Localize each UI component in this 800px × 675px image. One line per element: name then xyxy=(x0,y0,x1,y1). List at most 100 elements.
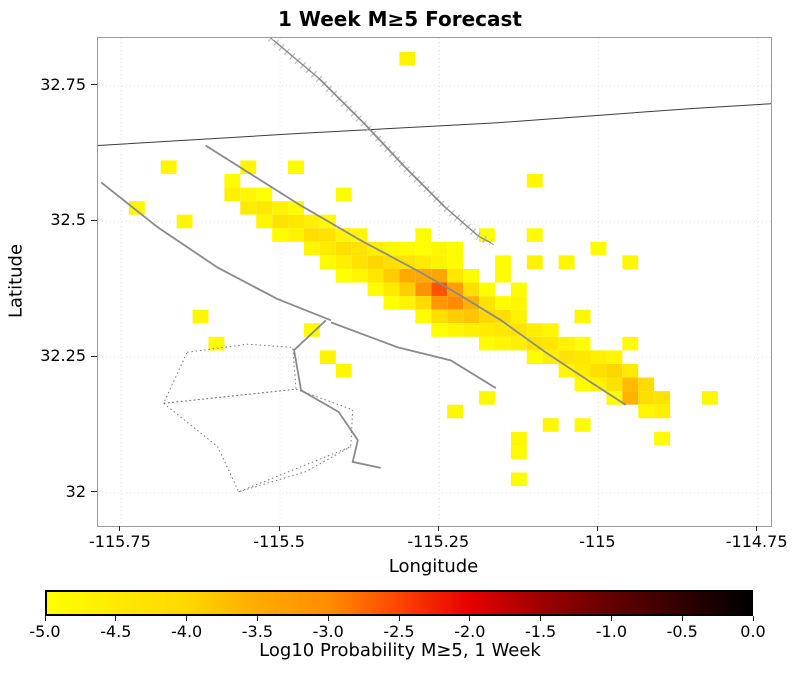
forecast-cell xyxy=(303,241,320,256)
forecast-cell xyxy=(447,296,464,310)
colorbar-tick-mark xyxy=(681,616,683,621)
forecast-cell xyxy=(399,255,416,269)
forecast-cell xyxy=(335,241,352,256)
colorbar-tick-mark xyxy=(186,616,188,621)
forecast-cell xyxy=(510,445,527,459)
forecast-cell xyxy=(256,187,273,202)
forecast-cell xyxy=(351,255,368,269)
y-tick-label: 32.5 xyxy=(50,210,86,230)
x-tick-mark xyxy=(596,526,598,531)
forecast-cell xyxy=(447,268,464,283)
forecast-cell xyxy=(399,282,416,297)
forecast-cell xyxy=(463,323,480,337)
forecast-cell xyxy=(590,363,607,378)
forecast-cell xyxy=(542,323,559,337)
y-tick-mark xyxy=(91,491,97,493)
map-plot xyxy=(97,37,772,527)
forecast-cell xyxy=(415,282,432,297)
forecast-cell xyxy=(654,404,671,419)
forecast-cell xyxy=(367,282,384,297)
x-tick-label: -115.5 xyxy=(253,532,305,551)
y-tick-mark xyxy=(91,84,97,86)
colorbar-tick-mark xyxy=(115,616,117,621)
forecast-cell xyxy=(479,228,495,242)
forecast-cell xyxy=(479,336,495,351)
forecast-cell xyxy=(192,309,209,324)
forecast-cell xyxy=(319,228,336,242)
forecast-cell xyxy=(526,228,543,242)
forecast-cell xyxy=(558,336,575,351)
forecast-cell xyxy=(224,173,241,188)
forecast-cell xyxy=(383,282,400,297)
forecast-cell xyxy=(399,296,416,310)
forecast-cell xyxy=(526,323,543,337)
colorbar-label: Log10 Probability M≥5, 1 Week xyxy=(259,640,541,661)
page-title: 1 Week M≥5 Forecast xyxy=(278,7,522,31)
forecast-cell xyxy=(494,255,511,269)
forecast-cell xyxy=(351,241,368,256)
forecast-cell xyxy=(447,241,464,256)
forecast-cell xyxy=(303,323,320,337)
forecast-cell xyxy=(590,377,607,392)
forecast-cell xyxy=(431,296,448,310)
forecast-cell xyxy=(256,214,273,229)
y-axis-label: Latitude xyxy=(5,243,27,319)
forecast-cell xyxy=(303,228,320,242)
forecast-cell xyxy=(335,363,352,378)
x-tick-label: -115 xyxy=(579,532,616,551)
forecast-cell xyxy=(335,268,352,283)
forecast-cell xyxy=(272,201,289,215)
forecast-cell xyxy=(494,323,511,337)
forecast-cell xyxy=(208,336,225,351)
forecast-cell xyxy=(447,282,464,297)
forecast-cell xyxy=(526,173,543,188)
fault-b xyxy=(100,181,332,322)
forecast-cell xyxy=(431,282,448,297)
forecast-cell xyxy=(431,323,448,337)
forecast-cell xyxy=(447,255,464,269)
colorbar-tick-label: -3.0 xyxy=(312,622,344,641)
forecast-cell xyxy=(447,404,464,419)
forecast-cell xyxy=(463,282,480,297)
forecast-cell xyxy=(654,391,671,405)
forecast-cell xyxy=(240,201,257,215)
forecast-cell xyxy=(510,309,527,324)
colorbar-tick-label: -0.5 xyxy=(666,622,698,641)
fault-c xyxy=(293,319,381,469)
colorbar-tick-mark xyxy=(398,616,400,621)
forecast-cell xyxy=(431,268,448,283)
colorbar-tick-label: -3.5 xyxy=(241,622,273,641)
hatched-fault-parallel xyxy=(273,39,495,246)
forecast-cell xyxy=(574,377,591,392)
x-tick-label: -115.75 xyxy=(89,532,151,551)
forecast-cell xyxy=(303,214,320,229)
forecast-cell xyxy=(399,51,416,66)
forecast-cell xyxy=(590,241,607,256)
forecast-cell xyxy=(622,391,639,405)
forecast-cell xyxy=(606,377,623,392)
forecast-cell xyxy=(272,228,289,242)
border-line xyxy=(98,103,771,146)
forecast-cell xyxy=(526,255,543,269)
forecast-cell xyxy=(399,241,416,256)
forecast-cell xyxy=(542,336,559,351)
forecast-cell xyxy=(638,404,655,419)
forecast-cell xyxy=(606,350,623,364)
colorbar-tick-label: -2.5 xyxy=(383,622,415,641)
colorbar-tick-mark xyxy=(327,616,329,621)
forecast-heatmap xyxy=(98,38,771,526)
forecast-cell xyxy=(574,336,591,351)
forecast-cell xyxy=(574,418,591,432)
forecast-cell xyxy=(415,296,432,310)
colorbar-tick-label: 0.0 xyxy=(740,622,766,641)
forecast-cell xyxy=(383,296,400,310)
x-tick-mark xyxy=(119,526,121,531)
forecast-cell xyxy=(479,296,495,310)
forecast-cell xyxy=(319,255,336,269)
colorbar-tick-mark xyxy=(256,616,258,621)
forecast-cell xyxy=(494,336,511,351)
forecast-cell xyxy=(574,363,591,378)
forecast-cell xyxy=(224,187,241,202)
forecast-cell xyxy=(622,377,639,392)
y-tick-label: 32.25 xyxy=(40,346,86,366)
